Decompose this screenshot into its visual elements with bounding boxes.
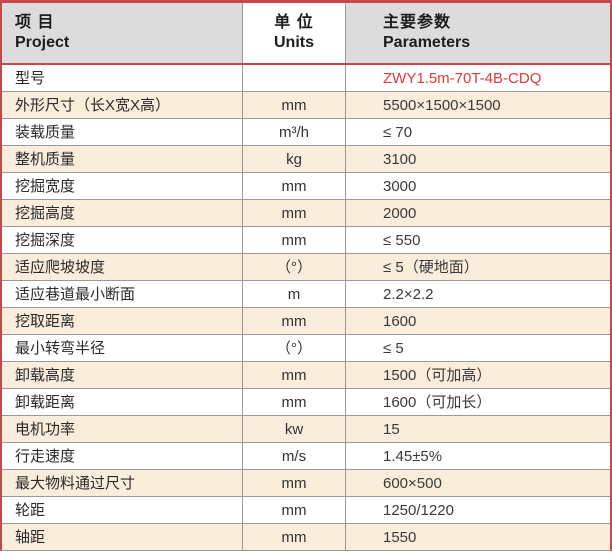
table-row: 挖掘深度 mm ≤ 550	[2, 226, 610, 253]
row-value: 1600	[383, 312, 417, 330]
table-row: 适应爬坡坡度 （°） ≤ 5（硬地面）	[2, 253, 610, 280]
row-label: 型号	[15, 69, 46, 87]
row-unit: m	[242, 281, 346, 307]
table-row: 最小转弯半径 （°） ≤ 5	[2, 334, 610, 361]
row-label: 挖掘高度	[15, 204, 76, 222]
header-project-en: Project	[15, 34, 70, 51]
row-value: 1500（可加高）	[383, 366, 492, 384]
row-unit: mm	[242, 200, 346, 226]
header-parameters-en: Parameters	[383, 34, 471, 51]
row-value: 3100	[383, 150, 417, 168]
row-label: 卸载高度	[15, 366, 76, 384]
row-unit: kw	[242, 416, 346, 442]
row-value: 5500×1500×1500	[383, 96, 501, 114]
header-project: 项 目 Project	[2, 3, 242, 63]
row-unit	[242, 65, 346, 91]
row-unit: m/s	[242, 443, 346, 469]
row-label: 整机质量	[15, 150, 76, 168]
row-label: 装载质量	[15, 123, 76, 141]
table-row-model: 型号 ZWY1.5m-70T-4B-CDQ	[2, 65, 610, 91]
row-value: 2.2×2.2	[383, 285, 434, 303]
row-unit: m³/h	[242, 119, 346, 145]
row-label: 外形尺寸（长X宽X高）	[15, 96, 171, 114]
table-row: 卸载高度 mm 1500（可加高）	[2, 361, 610, 388]
table-body: 型号 ZWY1.5m-70T-4B-CDQ 外形尺寸（长X宽X高） mm 550…	[2, 65, 610, 550]
row-unit: kg	[242, 146, 346, 172]
table-header-row: 项 目 Project 单 位 Units 主要参数 Parameters	[2, 3, 610, 65]
row-unit: mm	[242, 92, 346, 118]
row-value: ≤ 70	[383, 123, 413, 141]
row-value-model: ZWY1.5m-70T-4B-CDQ	[383, 69, 542, 87]
row-value: 1550	[383, 528, 417, 546]
row-unit: mm	[242, 470, 346, 496]
row-label: 适应巷道最小断面	[15, 285, 136, 303]
row-label: 行走速度	[15, 447, 76, 465]
header-parameters-zh: 主要参数	[383, 14, 452, 31]
table-row: 装载质量 m³/h ≤ 70	[2, 118, 610, 145]
row-label: 卸载距离	[15, 393, 76, 411]
row-value: 1250/1220	[383, 501, 454, 519]
row-value: ≤ 5（硬地面）	[383, 258, 479, 276]
table-row: 最大物料通过尺寸 mm 600×500	[2, 469, 610, 496]
row-unit: （°）	[242, 335, 346, 361]
table-row: 卸载距离 mm 1600（可加长）	[2, 388, 610, 415]
table-row: 电机功率 kw 15	[2, 415, 610, 442]
row-value: 15	[383, 420, 400, 438]
row-label: 最大物料通过尺寸	[15, 474, 136, 492]
table-row: 轮距 mm 1250/1220	[2, 496, 610, 523]
header-units: 单 位 Units	[242, 3, 346, 63]
row-label: 轮距	[15, 501, 46, 519]
header-project-zh: 项 目	[15, 14, 55, 31]
table-row: 适应巷道最小断面 m 2.2×2.2	[2, 280, 610, 307]
row-value: 1.45±5%	[383, 447, 443, 465]
header-units-zh: 单 位	[274, 14, 314, 31]
row-unit: mm	[242, 227, 346, 253]
row-value: ≤ 550	[383, 231, 421, 249]
row-unit: mm	[242, 362, 346, 388]
row-unit: mm	[242, 308, 346, 334]
table-row: 轴距 mm 1550	[2, 523, 610, 550]
row-label: 适应爬坡坡度	[15, 258, 106, 276]
row-label: 电机功率	[15, 420, 76, 438]
table-row: 挖掘高度 mm 2000	[2, 199, 610, 226]
header-units-en: Units	[274, 34, 314, 51]
row-value: 3000	[383, 177, 417, 195]
row-label: 挖掘宽度	[15, 177, 76, 195]
row-value: ≤ 5	[383, 339, 404, 357]
table-row: 挖掘宽度 mm 3000	[2, 172, 610, 199]
row-label: 最小转弯半径	[15, 339, 106, 357]
row-value: 600×500	[383, 474, 442, 492]
row-unit: （°）	[242, 254, 346, 280]
row-label: 轴距	[15, 528, 46, 546]
table-row: 整机质量 kg 3100	[2, 145, 610, 172]
row-value: 1600（可加长）	[383, 393, 492, 411]
row-unit: mm	[242, 389, 346, 415]
header-parameters: 主要参数 Parameters	[346, 3, 610, 63]
row-label: 挖掘深度	[15, 231, 76, 249]
row-unit: mm	[242, 524, 346, 550]
row-unit: mm	[242, 173, 346, 199]
table-row: 挖取距离 mm 1600	[2, 307, 610, 334]
table-row: 行走速度 m/s 1.45±5%	[2, 442, 610, 469]
row-value: 2000	[383, 204, 417, 222]
table-row: 外形尺寸（长X宽X高） mm 5500×1500×1500	[2, 91, 610, 118]
row-label: 挖取距离	[15, 312, 76, 330]
row-unit: mm	[242, 497, 346, 523]
